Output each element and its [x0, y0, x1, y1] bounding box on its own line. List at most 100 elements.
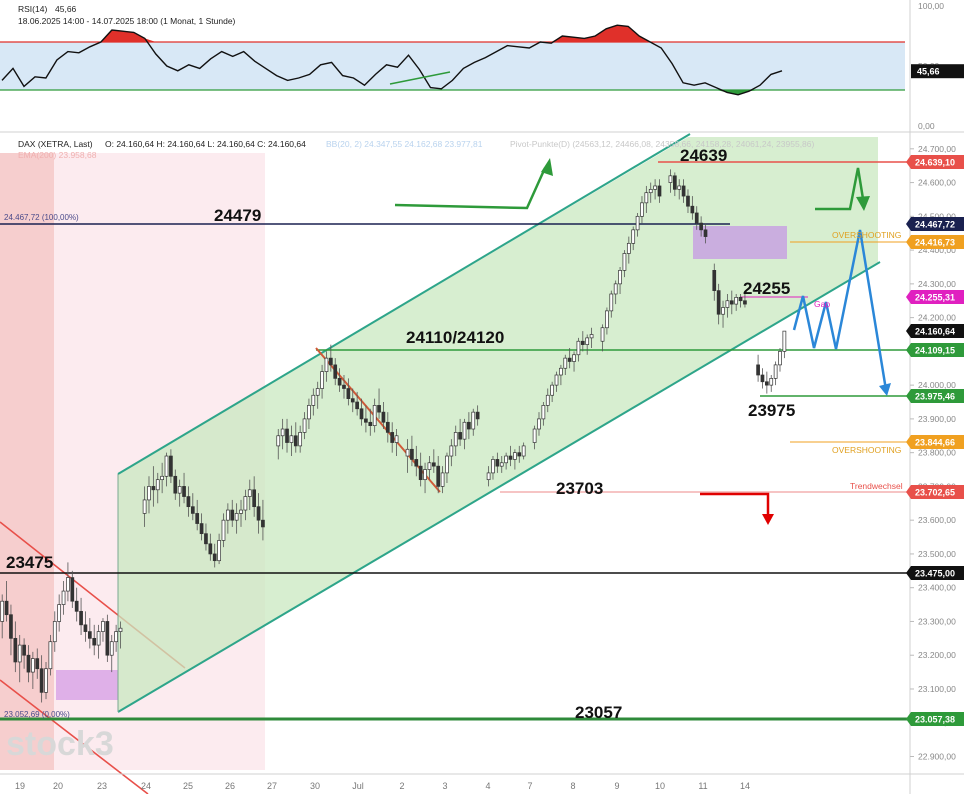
candle-body	[653, 185, 657, 190]
price-badge-label: 24.109,15	[915, 346, 955, 356]
gap-label: Gap	[814, 299, 830, 309]
watermark-logo: stock3	[6, 725, 114, 763]
price-badge-label: 24.160,64	[915, 327, 955, 337]
candle-body	[252, 489, 257, 508]
rsi-current-badge	[911, 64, 964, 79]
candle-body	[778, 351, 782, 366]
rsi-header-value: 45,66	[55, 4, 77, 14]
y-tick-label: 23.400,00	[918, 583, 956, 593]
candle-body	[381, 411, 386, 423]
y-tick-label: 23.500,00	[918, 549, 956, 559]
candle-body	[61, 590, 66, 605]
candle-body	[554, 374, 559, 386]
price-header-bb: BB(20, 2) 24.347,55 24.162,68 23.977,81	[326, 139, 483, 149]
candle-body	[605, 310, 609, 329]
candle-body	[280, 428, 285, 437]
candle-body	[622, 253, 627, 271]
price-badge-label: 23.057,38	[915, 715, 955, 725]
x-tick-label: 20	[53, 781, 63, 791]
candle-body	[377, 405, 381, 413]
candle-body	[423, 469, 427, 481]
x-tick-label: 4	[485, 781, 490, 791]
level-label: 24479	[214, 206, 261, 225]
candle-body	[657, 185, 662, 197]
candle-body	[600, 327, 605, 342]
green-arrow-right	[815, 167, 866, 211]
y-tick-label: 24.700,00	[918, 144, 956, 154]
x-tick-label: 2	[399, 781, 404, 791]
y-tick-label: 22.900,00	[918, 751, 956, 761]
overshoot-label-down: OVERSHOOTING	[832, 445, 901, 455]
candle-body	[681, 185, 686, 197]
candle-body	[289, 435, 294, 443]
candle-body	[164, 455, 169, 477]
candle-body	[160, 475, 164, 481]
candle-body	[342, 384, 346, 389]
green-arrowhead-left	[541, 158, 553, 176]
level-label: 23057	[575, 703, 622, 722]
candle-body	[734, 297, 739, 305]
candle-body	[186, 496, 191, 508]
candle-body	[613, 283, 618, 295]
candle-body	[239, 509, 243, 514]
price-badge	[906, 343, 964, 357]
candle-body	[155, 479, 160, 491]
candle-body	[182, 486, 186, 497]
price-badge	[906, 712, 964, 726]
candle-body	[173, 475, 178, 494]
x-tick-label: 3	[442, 781, 447, 791]
blue-arrowhead	[879, 383, 891, 396]
candle-body	[385, 421, 390, 433]
price-badge	[906, 485, 964, 499]
x-tick-label: 8	[570, 781, 575, 791]
level-label: 23703	[556, 479, 603, 498]
candle-body	[648, 188, 653, 194]
candle-body	[142, 499, 147, 514]
candle-body	[668, 175, 673, 183]
candle-body	[690, 205, 695, 214]
candle-body	[499, 462, 504, 467]
candle-body	[105, 621, 110, 656]
rsi-header-range: 18.06.2025 14:00 - 14.07.2025 18:00 (1 M…	[18, 16, 236, 26]
candle-body	[285, 428, 289, 443]
candle-body	[414, 459, 419, 467]
candle-body	[405, 448, 410, 457]
candle-body	[694, 212, 699, 224]
candle-body	[337, 378, 342, 386]
level-label: 24110/24120	[406, 328, 504, 347]
price-badge	[906, 435, 964, 449]
candle-body	[52, 621, 57, 643]
price-badge-label: 23.844,66	[915, 438, 955, 448]
candle-body	[394, 435, 399, 443]
candle-body	[87, 631, 92, 639]
price-badge	[906, 566, 964, 580]
candle-body	[22, 644, 26, 656]
candle-body	[471, 411, 476, 430]
candle-body	[0, 600, 5, 622]
candle-body	[208, 543, 213, 555]
candle-body	[92, 637, 97, 646]
rsi-line	[1, 24, 783, 96]
rsi-axis-label: 0,00	[918, 121, 935, 131]
purple-box-right	[693, 226, 787, 259]
candle-body	[729, 300, 734, 305]
candle-body	[39, 668, 44, 693]
candle-body	[491, 459, 495, 474]
candle-body	[26, 654, 31, 673]
y-tick-label: 24.000,00	[918, 380, 956, 390]
x-tick-label: 24	[141, 781, 151, 791]
rsi-header-symbol: RSI(14)	[18, 4, 47, 14]
candle-body	[261, 519, 265, 528]
candle-body	[256, 506, 261, 521]
channel-upper	[117, 133, 691, 475]
candle-body	[79, 610, 83, 626]
candle-body	[760, 374, 765, 383]
candle-body	[644, 192, 649, 204]
candle-body	[204, 533, 208, 545]
candle-body	[298, 432, 303, 447]
candle-body	[57, 604, 62, 622]
x-tick-label: 27	[267, 781, 277, 791]
candle-body	[217, 540, 221, 562]
candle-body	[147, 486, 151, 501]
green-channel-fill	[118, 137, 878, 712]
